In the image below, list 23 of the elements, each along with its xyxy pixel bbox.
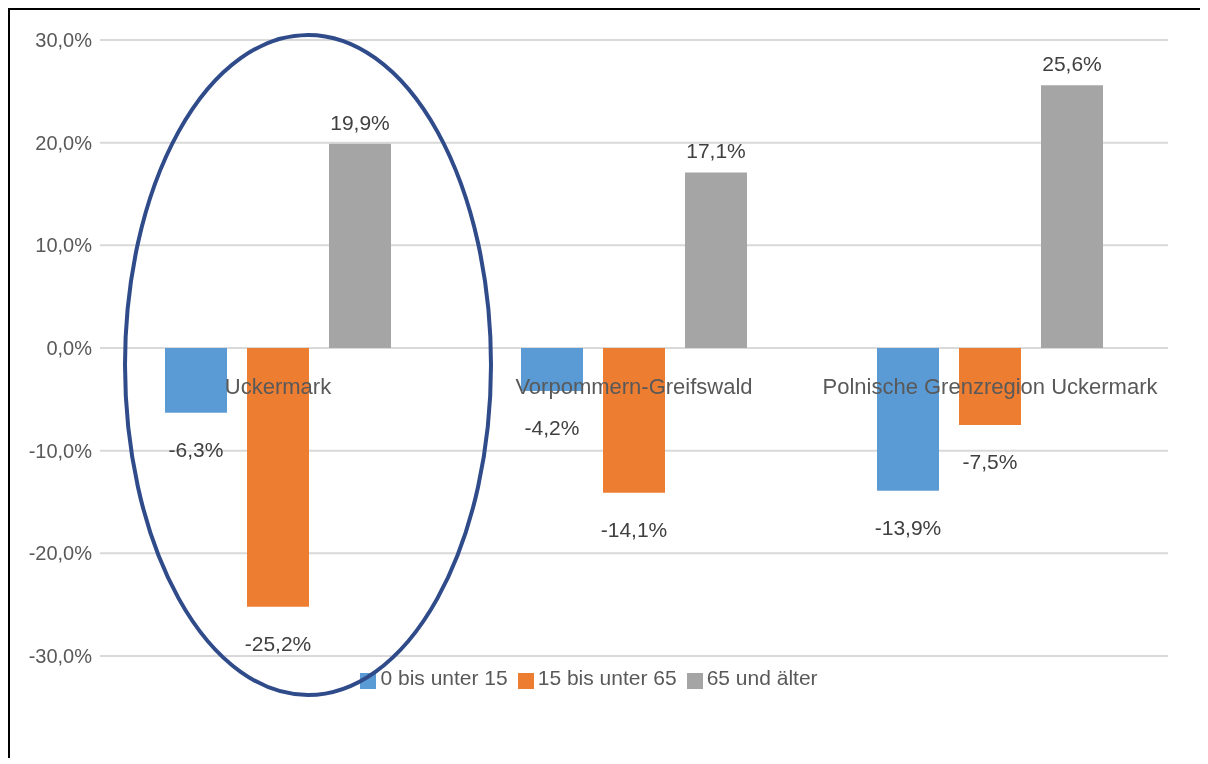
legend-label: 15 bis unter 65 <box>537 666 677 689</box>
y-tick-label: 20,0% <box>35 131 93 154</box>
legend-label: 0 bis unter 15 <box>380 666 508 689</box>
y-tick-label: 10,0% <box>35 234 93 257</box>
data-label: 25,6% <box>1042 52 1102 76</box>
data-label: -25,2% <box>244 631 312 655</box>
y-tick-label: 30,0% <box>35 29 93 52</box>
data-label: 17,1% <box>686 139 746 163</box>
data-label: -4,2% <box>524 416 580 440</box>
data-label: 19,9% <box>330 110 390 134</box>
y-tick-label: -20,0% <box>28 542 93 565</box>
bar <box>329 143 391 348</box>
bar <box>165 348 227 413</box>
bar <box>685 172 747 348</box>
y-tick-label: 0,0% <box>46 337 93 360</box>
data-label: -13,9% <box>874 515 942 539</box>
legend-label: 65 und älter <box>706 666 818 689</box>
data-label: -6,3% <box>168 437 224 461</box>
data-label: -7,5% <box>962 450 1018 473</box>
y-tick-label: -30,0% <box>28 645 93 668</box>
bar <box>1041 85 1103 348</box>
data-label: -14,1% <box>600 517 668 541</box>
y-tick-label: -10,0% <box>28 439 93 462</box>
